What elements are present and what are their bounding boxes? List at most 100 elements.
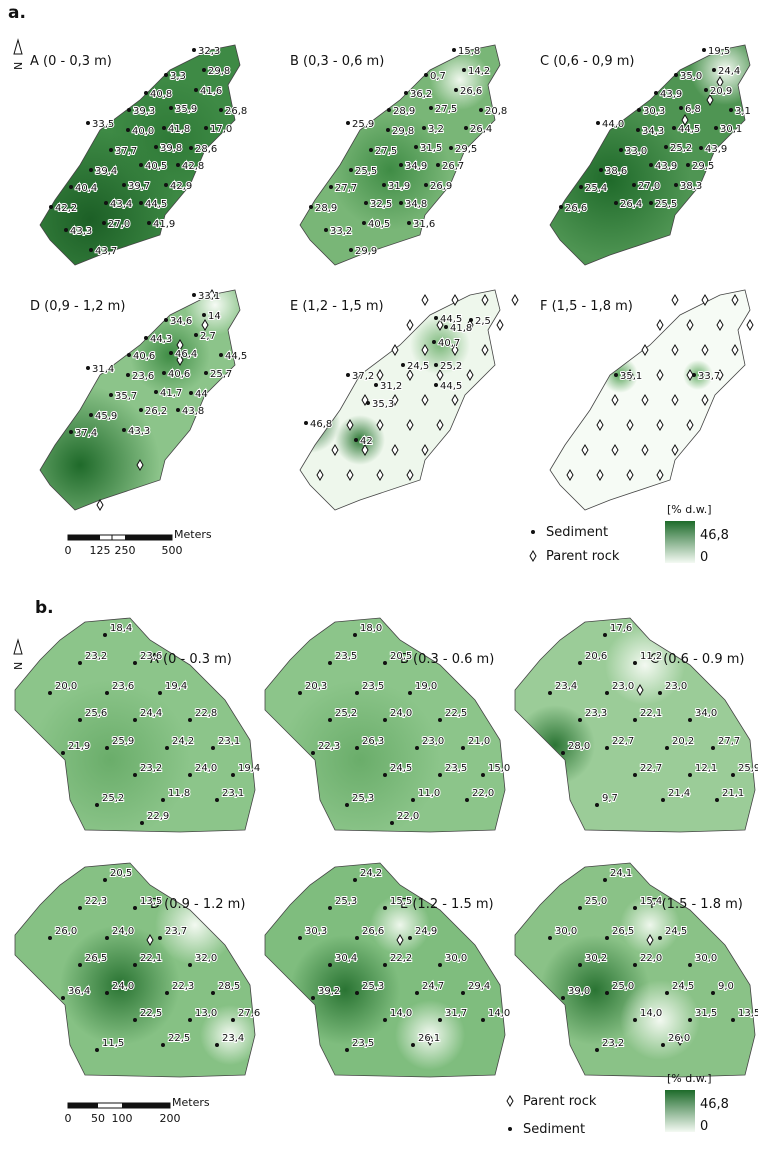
sediment-marker	[603, 633, 607, 637]
intensity-zone	[335, 415, 385, 465]
sediment-marker	[561, 751, 565, 755]
sediment-marker	[672, 126, 676, 130]
sediment-marker	[578, 718, 582, 722]
sample-value: 22,2	[390, 953, 412, 964]
sample-value: 27,0	[108, 219, 130, 230]
sediment-marker	[407, 221, 411, 225]
map-outline	[549, 44, 751, 266]
sample-value: 20,9	[710, 86, 732, 97]
sediment-marker	[579, 185, 583, 189]
sediment-marker	[102, 221, 106, 225]
parent-rock-marker	[596, 419, 604, 431]
legend-colorbar	[665, 1090, 695, 1132]
map-title: C (0.6 - 0.9 m)	[650, 652, 744, 667]
sediment-marker	[298, 936, 302, 940]
map-outline	[14, 862, 256, 1078]
sample-value: 13,5	[738, 1008, 758, 1019]
sample-value: 11,8	[168, 788, 190, 799]
sample-value: 30,4	[335, 953, 357, 964]
sediment-marker	[202, 313, 206, 317]
sample-value: 35,7	[115, 391, 137, 402]
parent-rock-marker	[436, 419, 444, 431]
sediment-marker	[161, 1043, 165, 1047]
sediment-marker	[189, 146, 193, 150]
sample-value: 34,0	[695, 708, 717, 719]
sediment-marker	[649, 201, 653, 205]
sample-value: 39,4	[95, 166, 117, 177]
parent-rock-marker	[671, 294, 679, 306]
sediment-marker	[462, 68, 466, 72]
panel-label: a.	[8, 3, 26, 23]
sediment-marker	[105, 936, 109, 940]
sediment-marker	[61, 996, 65, 1000]
sample-value: 22,0	[472, 788, 494, 799]
sample-value: 18,0	[360, 623, 382, 634]
sediment-marker	[595, 803, 599, 807]
sample-value: 46,8	[310, 419, 332, 430]
parent-rock-marker	[611, 444, 619, 456]
sample-value: 15,0	[488, 763, 510, 774]
sample-value: 25,2	[670, 143, 692, 154]
parent-rock-marker	[421, 444, 429, 456]
scale-tick-label: 200	[160, 1112, 181, 1125]
map-area	[550, 290, 750, 510]
map	[265, 863, 505, 1077]
north-arrow	[13, 38, 23, 55]
parent-rock-marker	[396, 934, 404, 946]
legend-max: 46,8	[700, 1097, 729, 1112]
sediment-marker	[154, 390, 158, 394]
sample-value: 23,6	[112, 681, 134, 692]
sample-value: 23,7	[165, 926, 187, 937]
sediment-marker	[731, 773, 735, 777]
sample-value: 42,2	[55, 203, 77, 214]
sample-value: 25,5	[355, 166, 377, 177]
sample-value: 37,7	[115, 146, 137, 157]
sample-value: 35,3	[372, 399, 394, 410]
parent-rock-marker	[701, 344, 709, 356]
sample-value: 32,0	[195, 953, 217, 964]
sediment-marker	[231, 1018, 235, 1022]
sample-value: 26,6	[362, 926, 384, 937]
sample-value: 20,5	[390, 651, 412, 662]
map-title: F (1,5 - 1,8 m)	[540, 299, 633, 314]
sediment-marker	[139, 201, 143, 205]
sediment-marker	[444, 325, 448, 329]
sediment-marker	[95, 803, 99, 807]
intensity-zone	[330, 110, 450, 230]
sample-value: 32,3	[198, 46, 220, 57]
sample-value: 21,9	[68, 741, 90, 752]
sample-value: 29,9	[355, 246, 377, 257]
sediment-marker	[614, 373, 618, 377]
sample-value: 36,2	[410, 89, 432, 100]
map	[15, 863, 255, 1077]
parent-rock-marker	[701, 294, 709, 306]
sample-value: 41,7	[160, 388, 182, 399]
sample-value: 27,7	[335, 183, 357, 194]
sediment-marker	[164, 73, 168, 77]
sample-value: 36,4	[68, 986, 90, 997]
sample-value: 20,6	[585, 651, 607, 662]
legend-label: Parent rock	[546, 549, 620, 564]
sample-value: 2,7	[200, 331, 216, 342]
scale-unit: Meters	[172, 1096, 210, 1109]
sample-value: 9,0	[718, 981, 734, 992]
sediment-marker	[382, 183, 386, 187]
sediment-marker	[127, 108, 131, 112]
sample-value: 40,5	[368, 219, 390, 230]
sediment-marker	[619, 148, 623, 152]
sediment-marker	[144, 91, 148, 95]
sample-value: 22,3	[318, 741, 340, 752]
map	[515, 863, 755, 1077]
sediment-marker	[658, 936, 662, 940]
sample-value: 27,6	[238, 1008, 260, 1019]
sample-value: 23,4	[222, 1033, 244, 1044]
parent-rock-marker	[496, 319, 504, 331]
sample-value: 44,0	[602, 119, 624, 130]
scale-tick-label: 0	[65, 544, 72, 557]
sediment-marker	[328, 906, 332, 910]
sample-value: 29,8	[392, 126, 414, 137]
sample-value: 23,5	[352, 1038, 374, 1049]
sample-value: 30,0	[445, 953, 467, 964]
sediment-marker	[408, 691, 412, 695]
sample-value: 33,2	[330, 226, 352, 237]
